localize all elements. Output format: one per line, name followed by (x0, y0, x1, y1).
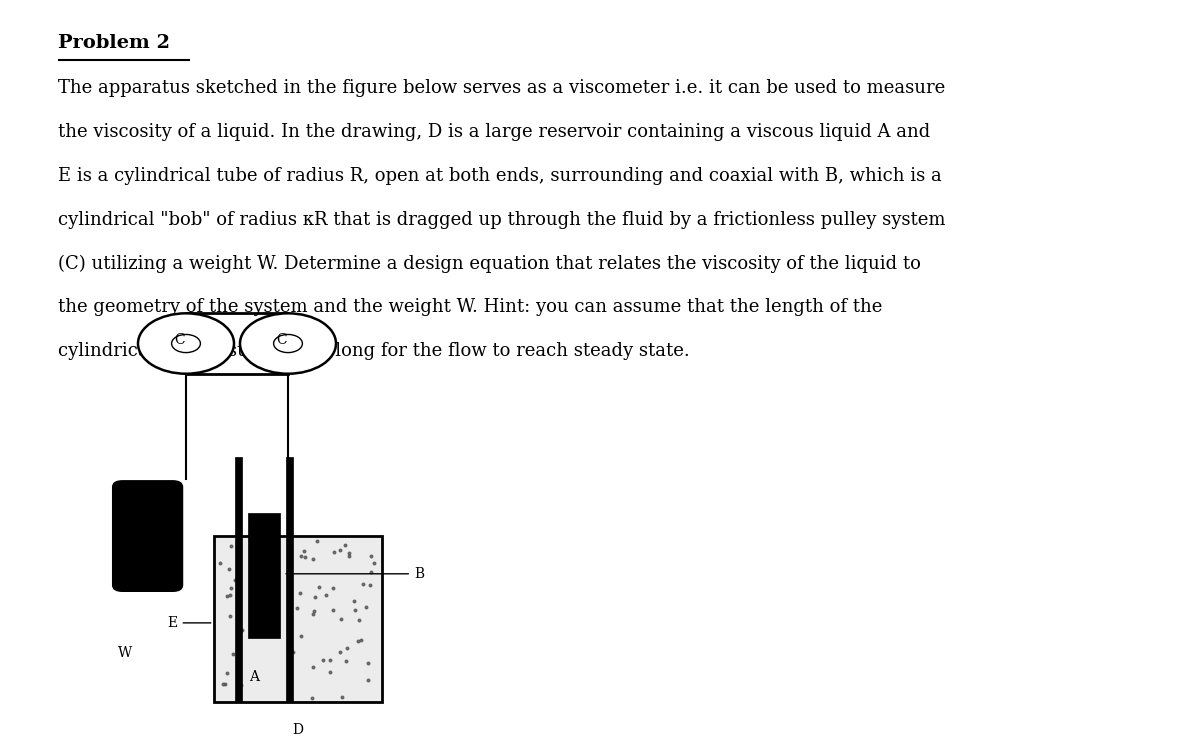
Point (349, 615, 368, 627)
Point (354, 578, 373, 590)
Point (330, 544, 349, 556)
Point (324, 582, 343, 594)
Bar (214, 536, 382, 702)
Point (232, 679, 251, 691)
Point (211, 557, 230, 569)
Point (222, 582, 241, 594)
Circle shape (172, 334, 200, 353)
Point (331, 612, 350, 624)
Point (217, 590, 236, 602)
Text: cylindrical "bob" of radius κR that is dragged up through the fluid by a frictio: cylindrical "bob" of radius κR that is d… (58, 211, 946, 229)
Point (310, 581, 329, 593)
Point (306, 590, 325, 602)
Text: The apparatus sketched in the figure below serves as a viscometer i.e. it can be: The apparatus sketched in the figure bel… (58, 79, 944, 97)
Text: C: C (277, 333, 287, 347)
Text: A: A (250, 670, 259, 684)
Point (364, 557, 383, 569)
Text: E: E (168, 616, 211, 630)
Point (330, 646, 349, 658)
Point (292, 550, 311, 562)
Point (352, 634, 371, 646)
Point (356, 601, 376, 613)
Point (337, 642, 356, 654)
Point (229, 588, 248, 600)
Point (215, 677, 234, 689)
Point (304, 553, 323, 565)
Bar (286, 457, 293, 702)
Point (361, 566, 380, 578)
Text: the viscosity of a liquid. In the drawing, D is a large reservoir containing a v: the viscosity of a liquid. In the drawin… (58, 123, 930, 141)
Point (335, 539, 354, 551)
Point (324, 604, 343, 616)
Text: E is a cylindrical tube of radius R, open at both ends, surrounding and coaxial : E is a cylindrical tube of radius R, ope… (58, 167, 941, 185)
Point (290, 587, 310, 599)
Point (317, 590, 336, 602)
Point (232, 624, 251, 636)
Point (313, 654, 332, 666)
Bar (248, 513, 280, 638)
Point (361, 579, 380, 591)
Text: C: C (175, 333, 185, 347)
Point (348, 636, 367, 648)
Point (295, 545, 314, 557)
Point (224, 648, 244, 660)
Point (361, 550, 380, 562)
Point (304, 661, 323, 673)
Point (340, 547, 359, 559)
Point (283, 646, 302, 658)
Point (359, 674, 378, 686)
Point (307, 535, 326, 547)
Circle shape (138, 313, 234, 374)
Point (332, 691, 352, 703)
Circle shape (274, 334, 302, 353)
Text: cylindrical tube is sufficiently long for the flow to reach steady state.: cylindrical tube is sufficiently long fo… (58, 342, 689, 360)
Point (295, 551, 314, 563)
Point (320, 665, 340, 677)
FancyBboxPatch shape (113, 481, 182, 591)
Point (228, 677, 247, 689)
Point (302, 692, 322, 704)
Point (214, 677, 233, 689)
Point (346, 604, 365, 616)
Point (220, 589, 239, 601)
Circle shape (240, 313, 336, 374)
Point (220, 610, 239, 622)
Text: (C) utilizing a weight W. Determine a design equation that relates the viscosity: (C) utilizing a weight W. Determine a de… (58, 254, 920, 273)
Point (220, 562, 239, 575)
Text: D: D (292, 723, 304, 738)
Point (304, 609, 323, 621)
Point (287, 602, 306, 615)
Point (226, 574, 245, 586)
Text: W: W (118, 646, 132, 660)
Point (217, 667, 236, 679)
Point (358, 657, 377, 669)
Text: Problem 2: Problem 2 (58, 34, 169, 52)
Point (344, 595, 364, 607)
Point (292, 630, 311, 642)
Point (305, 606, 324, 618)
Point (336, 655, 355, 667)
Text: B: B (286, 567, 424, 581)
Point (340, 550, 359, 562)
Text: the geometry of the system and the weight W. Hint: you can assume that the lengt: the geometry of the system and the weigh… (58, 298, 882, 316)
Point (320, 654, 340, 666)
Bar (235, 457, 242, 702)
Point (324, 546, 343, 558)
Point (222, 540, 241, 552)
